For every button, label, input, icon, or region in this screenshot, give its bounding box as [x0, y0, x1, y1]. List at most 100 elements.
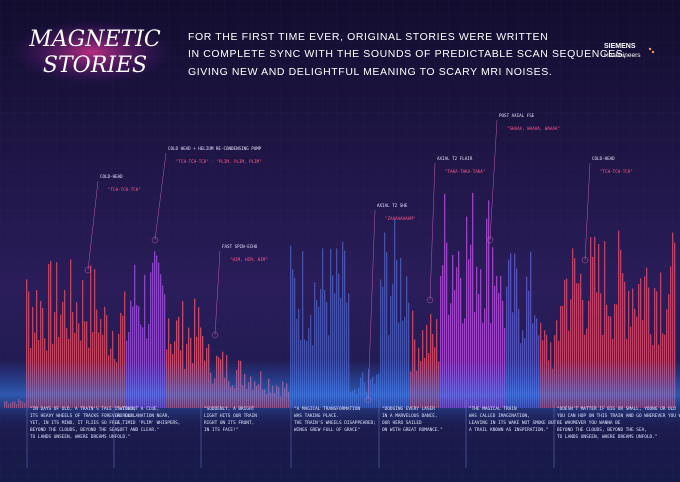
wave-bar — [194, 298, 196, 408]
wave-bar — [316, 299, 318, 408]
wave-bar — [668, 294, 670, 408]
wave-bar — [164, 294, 166, 408]
wave-bar — [96, 309, 98, 408]
story-line: TO LANDS UNSEEN, WHERE DREAMS UNFOLD." — [557, 434, 657, 440]
wave-bar — [628, 290, 630, 408]
wave-bar — [390, 295, 392, 408]
wave-bar — [198, 307, 200, 408]
wave-bar — [656, 291, 658, 408]
leader-dot — [151, 236, 159, 244]
wave-bar — [486, 218, 488, 408]
logo-line1: MAGNETIC — [28, 27, 161, 52]
story-line: "SUDDENLY, A BRIGHT — [204, 406, 255, 412]
annotation-sound: "TCH-TCH-TCH" — [600, 169, 633, 174]
wave-bar — [294, 277, 296, 408]
wave-bar — [474, 311, 476, 408]
wave-bar — [150, 272, 152, 408]
wave-bar — [50, 260, 52, 408]
wave-bar — [624, 281, 626, 408]
annotation-label: POST AXIAL FSE — [499, 113, 535, 118]
wave-bar — [478, 294, 480, 408]
story-line: A TIMID 'PLIM' WHISPERS, — [117, 420, 180, 426]
wave-bar — [152, 262, 154, 408]
annotation-label: COLD HEAD + HELIUM RE-CONDENSING PUMP — [168, 146, 262, 151]
wave-bar — [560, 305, 562, 408]
story-line: "DODGING EVERY LASER — [382, 406, 435, 412]
wave-bar — [590, 237, 592, 408]
story-line: IN A MARVELOUS DANCE, — [382, 413, 438, 419]
wave-bar — [672, 232, 674, 408]
wave-bar — [90, 265, 92, 408]
leader-line — [154, 152, 167, 241]
wave-bar — [454, 290, 456, 408]
wave-bar — [666, 309, 668, 408]
story-line: BEYOND THE CLOUDS, BEYOND THE SEA, — [557, 427, 647, 433]
wave-bar — [292, 269, 294, 408]
story-line: RIGHT ON ITS FRONT, — [204, 420, 254, 426]
wave-bar — [144, 274, 146, 408]
wave-bar — [654, 288, 656, 408]
story-line: WAS CALLED IMAGINATION, — [469, 413, 530, 419]
wave-bar — [104, 306, 106, 408]
story-line: BEYOND THE CLOUDS, BEYOND THE SEA, — [30, 427, 120, 433]
wave-bar — [32, 306, 34, 408]
wave-bar — [456, 267, 458, 408]
wave-bar — [130, 300, 132, 408]
wave-bar — [330, 249, 332, 408]
annotation-sound: "TCH-TCH-TCH" — [108, 187, 141, 192]
wave-bar — [298, 308, 300, 408]
wave-bar — [48, 263, 50, 408]
annotation-label: FAST SPIN-ECHO — [222, 244, 258, 249]
wave-bar — [338, 273, 340, 408]
bottom-glow — [0, 360, 680, 430]
wave-bar — [572, 248, 574, 408]
wave-bar — [592, 256, 594, 408]
wave-bar — [506, 286, 508, 408]
wave-bar — [452, 255, 454, 408]
story-line: BE WHOMEVER YOU WANNA BE — [557, 420, 621, 426]
wave-bar — [82, 280, 84, 408]
wave-bar — [526, 276, 528, 408]
story-line: "A MAGICAL TRANSFORMATION — [294, 406, 360, 412]
wave-bar — [562, 305, 564, 408]
story-line: "WITHOUT A CLUE, — [117, 406, 159, 412]
wave-bar — [444, 193, 446, 408]
brand-dot — [648, 47, 652, 51]
wave-bar — [574, 258, 576, 408]
logo-smoke — [12, 20, 172, 84]
story-line: "IN DAYS OF OLD, A TRAIN'S TALE IS TOLD, — [30, 406, 136, 412]
leader-dot — [581, 256, 589, 264]
story-line: YET, IN ITS MIND, IT FLIES SO FREE, — [30, 420, 123, 426]
wave-bar — [468, 259, 470, 408]
wave-bar — [94, 269, 96, 408]
wave-bar — [616, 304, 618, 408]
wave-bar — [290, 245, 292, 408]
wave-bar — [56, 262, 58, 408]
story-line: OUR HERO SAILED — [382, 420, 422, 426]
wave-bar — [158, 262, 160, 408]
wave-bar — [382, 286, 384, 408]
leader-line — [584, 162, 591, 261]
leader-line — [214, 250, 221, 336]
annotation-label: COLD-HEAD — [100, 174, 123, 179]
leader-dot — [486, 236, 494, 244]
wave-bar — [400, 257, 402, 408]
wave-bar — [380, 279, 382, 408]
wave-bar — [604, 241, 606, 408]
wave-bar — [450, 303, 452, 408]
wave-bar — [646, 267, 648, 408]
story-line: SOFT AND CLEAR." — [117, 427, 159, 433]
wave-bar — [136, 305, 138, 408]
wave-bar — [344, 250, 346, 408]
wave-bar — [70, 259, 72, 408]
wave-bar — [394, 219, 396, 408]
annotation-label: AXIAL T2 SHE — [377, 203, 408, 208]
wave-bar — [476, 266, 478, 408]
wave-bar — [154, 251, 156, 408]
leader-dot — [84, 266, 92, 274]
wave-bar — [326, 301, 328, 408]
headline-line: IN COMPLETE SYNC WITH THE SOUNDS OF PRED… — [188, 48, 627, 60]
wave-bar — [348, 293, 350, 408]
leader-dot — [364, 396, 372, 404]
